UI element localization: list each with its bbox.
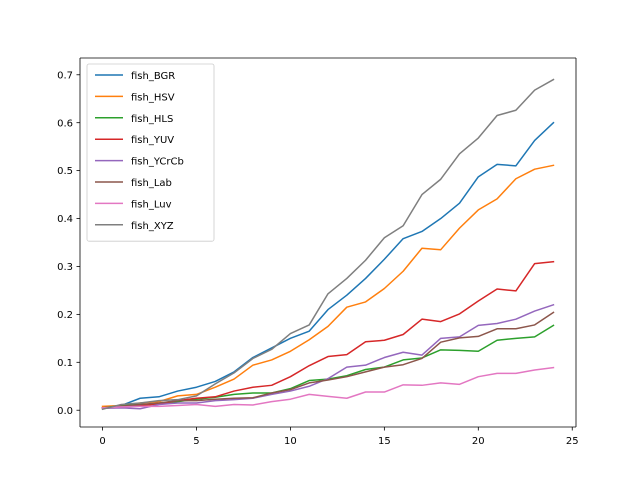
x-tick-label: 20 — [472, 436, 485, 447]
legend-label-fish_BGR: fish_BGR — [131, 71, 175, 82]
series-layer — [101, 78, 555, 411]
legend-label-fish_Lab: fish_Lab — [131, 178, 172, 189]
y-tick-label: 0.4 — [57, 214, 73, 225]
series-line-fish_HSV — [101, 164, 555, 408]
y-tick-label: 0.2 — [57, 310, 73, 321]
x-tick-label: 15 — [378, 436, 391, 447]
series-line-fish_BGR — [101, 121, 555, 409]
series-line-fish_XYZ — [101, 78, 555, 411]
series-line-fish_Luv — [101, 366, 555, 409]
x-tick-label: 0 — [99, 436, 105, 447]
y-tick-label: 0.3 — [57, 262, 73, 273]
legend-label-fish_Luv: fish_Luv — [131, 199, 172, 210]
series-line-fish_Lab — [101, 311, 555, 409]
legend-label-fish_XYZ: fish_XYZ — [131, 221, 174, 232]
legend-label-fish_YCrCb: fish_YCrCb — [131, 157, 184, 168]
y-tick-label: 0.6 — [57, 118, 73, 129]
legend-label-fish_YUV: fish_YUV — [131, 135, 174, 146]
y-tick-label: 0.0 — [57, 406, 73, 417]
series-line-fish_YCrCb — [101, 303, 555, 410]
axes-layer: 0 5 10 15 20 25 0.0 0.1 0.2 0.3 0.4 0.5 0.6 0.7 — [57, 57, 579, 447]
legend-label-fish_HLS: fish_HLS — [131, 114, 173, 125]
y-tick-label: 0.1 — [57, 358, 73, 369]
legend: fish_BGR fish_HSV fish_HLS fish_YUV fish_YCr… — [86, 63, 215, 242]
x-tick-label: 5 — [193, 436, 199, 447]
legend-box — [86, 63, 215, 242]
legend-label-fish_HSV: fish_HSV — [131, 92, 175, 103]
y-tick-label: 0.7 — [57, 70, 73, 81]
x-tick-label: 25 — [566, 436, 579, 447]
y-tick-label: 0.5 — [57, 166, 73, 177]
x-tick-label: 10 — [284, 436, 297, 447]
